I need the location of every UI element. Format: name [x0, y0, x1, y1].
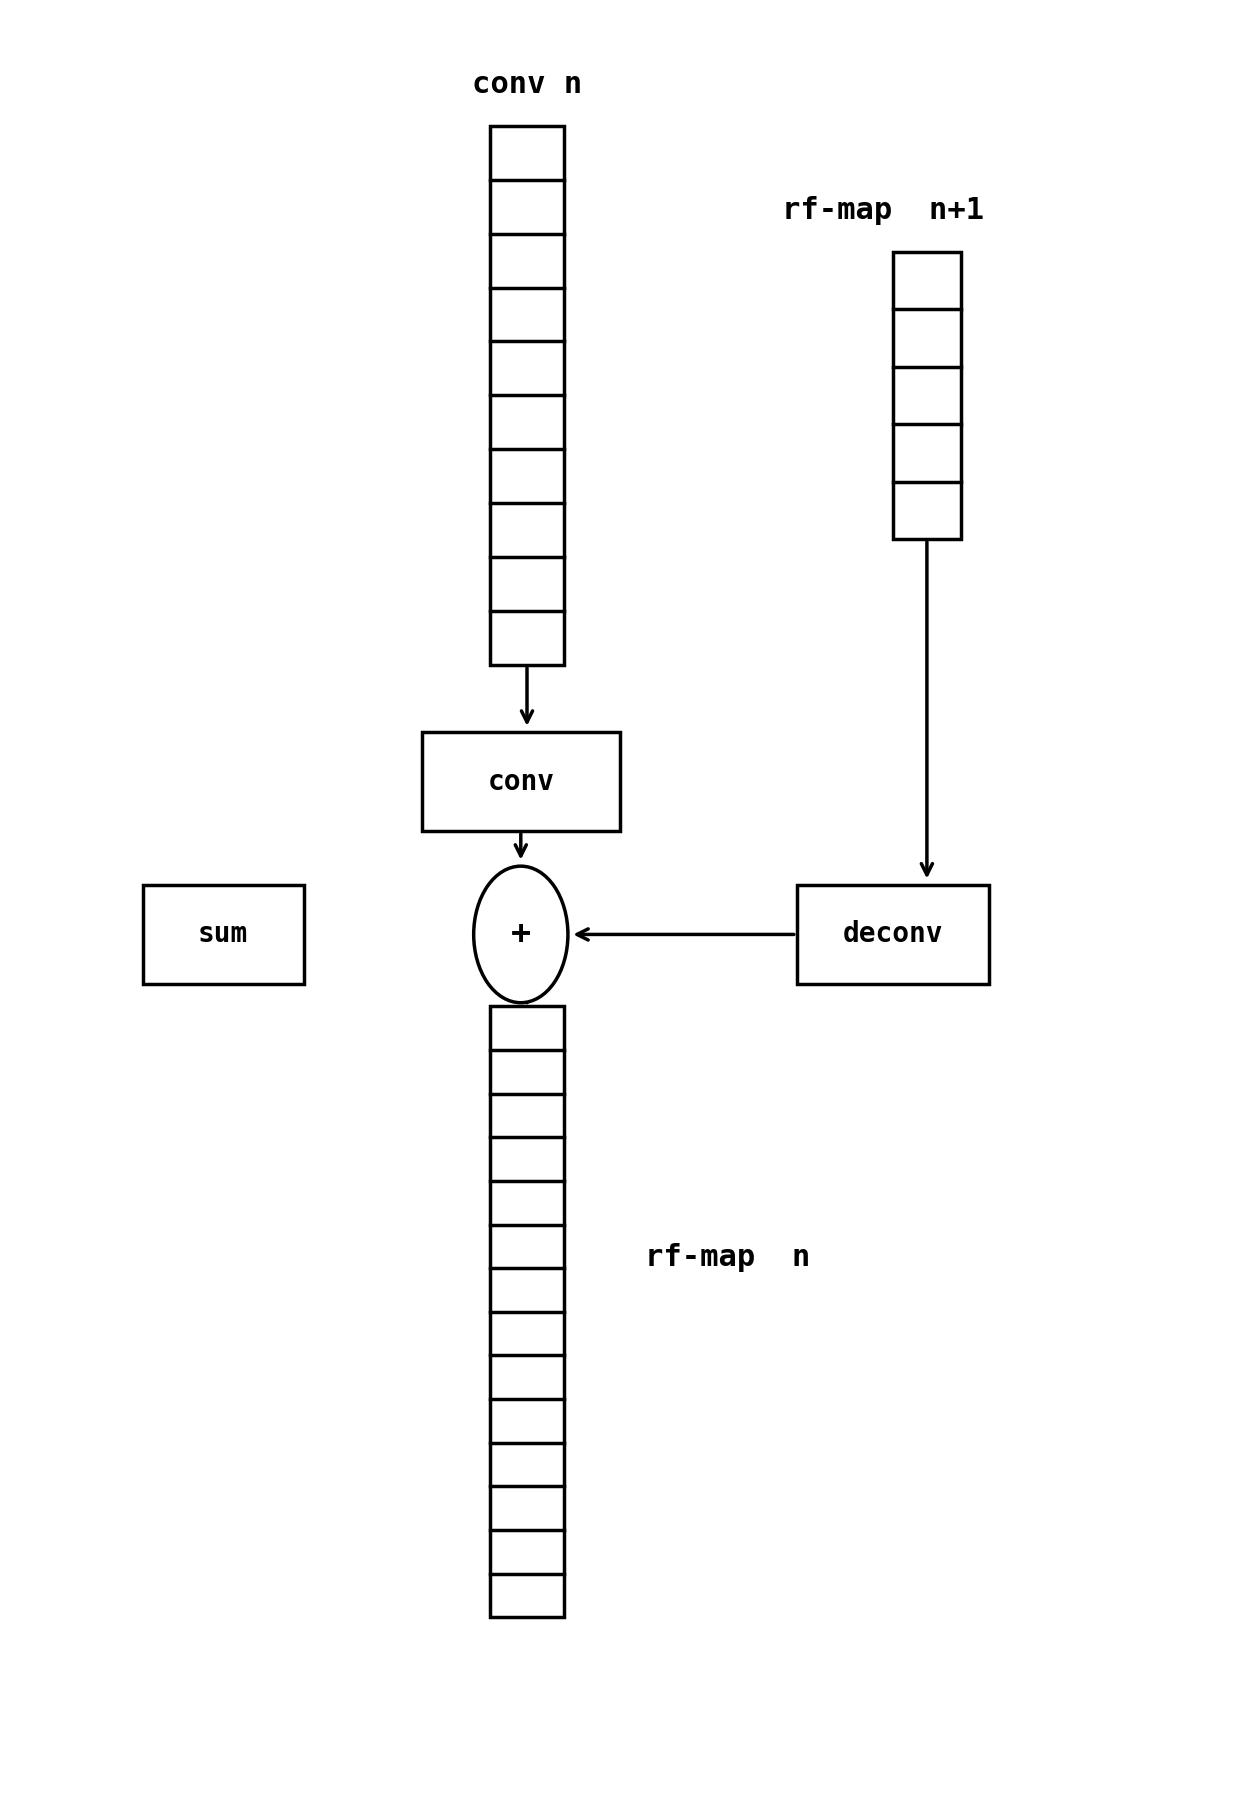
Bar [490, 126, 564, 665]
Text: rf-map  n+1: rf-map n+1 [782, 196, 985, 225]
Text: conv: conv [487, 767, 554, 796]
Text: rf-map  n: rf-map n [645, 1244, 810, 1272]
Bar [893, 252, 961, 539]
Text: sum: sum [198, 920, 248, 949]
Circle shape [474, 866, 568, 1003]
Bar [490, 1006, 564, 1617]
Bar [422, 733, 620, 830]
Bar [796, 886, 990, 985]
Text: conv n: conv n [472, 70, 582, 99]
Bar [143, 886, 304, 985]
Text: +: + [511, 918, 531, 951]
Text: deconv: deconv [842, 920, 944, 949]
